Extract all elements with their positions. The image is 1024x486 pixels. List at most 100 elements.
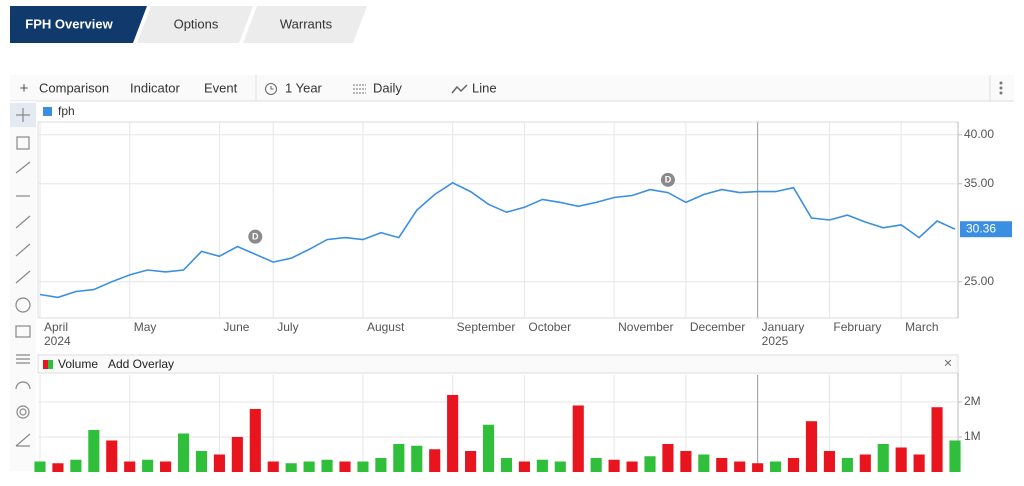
last-price-box bbox=[960, 221, 1012, 238]
volume-icon bbox=[48, 360, 53, 369]
x-year-label: 2025 bbox=[762, 334, 789, 348]
clock-icon bbox=[265, 83, 277, 95]
dividend-marker bbox=[248, 229, 263, 244]
legend-label: fph bbox=[58, 104, 75, 118]
volume-bar bbox=[752, 463, 764, 472]
add-icon[interactable]: + bbox=[20, 80, 29, 97]
x-tick-label: July bbox=[277, 320, 298, 334]
volume-bar bbox=[124, 461, 136, 472]
tab[interactable] bbox=[137, 6, 253, 43]
dividend-label: D bbox=[665, 175, 672, 185]
volume-bar bbox=[195, 450, 208, 472]
volume-bar bbox=[787, 457, 800, 472]
close-button[interactable]: × bbox=[944, 355, 952, 371]
x-tick-label: May bbox=[134, 320, 157, 334]
toolbar-button[interactable]: Event bbox=[204, 80, 238, 95]
range-button[interactable]: 1 Year bbox=[285, 80, 323, 95]
volume-bar bbox=[303, 461, 315, 472]
tab[interactable] bbox=[243, 6, 367, 43]
last-price-label: 30.36 bbox=[966, 221, 996, 235]
volume-bar bbox=[590, 457, 602, 472]
toolbar-button[interactable]: Comparison bbox=[39, 80, 109, 95]
dividend-marker bbox=[660, 172, 675, 187]
x-tick-label: September bbox=[457, 320, 516, 334]
interval-icon bbox=[353, 84, 366, 94]
volume-bar bbox=[680, 450, 692, 472]
tab-active[interactable] bbox=[10, 6, 147, 43]
volume-bar bbox=[823, 450, 835, 472]
volume-bar bbox=[572, 405, 584, 472]
x-tick-label: June bbox=[223, 320, 249, 334]
x-tick-label: January bbox=[762, 320, 805, 334]
volume-bar bbox=[877, 443, 889, 472]
x-tick-label: February bbox=[833, 320, 881, 334]
volume-bar bbox=[375, 457, 387, 472]
interval-button[interactable]: Daily bbox=[373, 80, 402, 95]
price-plot-frame bbox=[37, 121, 959, 319]
price-line bbox=[39, 181, 956, 299]
volume-bar bbox=[447, 394, 459, 472]
style-button[interactable]: Line bbox=[472, 80, 497, 95]
volume-bar bbox=[841, 457, 853, 472]
volume-bar bbox=[805, 421, 818, 472]
volume-bar bbox=[52, 463, 64, 472]
volume-bar bbox=[644, 456, 656, 472]
volume-bar bbox=[411, 445, 423, 472]
volume-bar bbox=[608, 459, 620, 472]
x-year-label: 2024 bbox=[44, 334, 71, 348]
volume-bar bbox=[536, 459, 548, 472]
y-tick-label: 2M bbox=[964, 394, 981, 408]
volume-bar bbox=[177, 433, 190, 472]
x-tick-label: August bbox=[367, 320, 405, 334]
tool-icons[interactable] bbox=[15, 108, 31, 447]
volume-bar bbox=[482, 424, 495, 472]
volume-bar bbox=[500, 457, 513, 472]
tab-label[interactable]: FPH Overview bbox=[25, 16, 113, 31]
volume-bar bbox=[662, 443, 674, 472]
volume-bar bbox=[698, 454, 710, 472]
volume-bar bbox=[518, 461, 530, 472]
volume-bar bbox=[34, 461, 46, 472]
x-tick-label: March bbox=[905, 320, 938, 334]
volume-bar bbox=[895, 447, 907, 472]
dividend-label: D bbox=[252, 232, 259, 242]
toolbar-button[interactable]: Indicator bbox=[130, 80, 181, 95]
volume-bar bbox=[88, 429, 100, 472]
clock-hand bbox=[270, 86, 274, 90]
line-icon bbox=[451, 84, 468, 94]
volume-bar bbox=[106, 440, 118, 472]
x-tick-label: April bbox=[44, 320, 68, 334]
volume-bar bbox=[949, 440, 961, 472]
volume-bar bbox=[770, 461, 782, 472]
volume-bar bbox=[231, 436, 243, 472]
volume-bar bbox=[859, 454, 871, 472]
volume-bar bbox=[734, 461, 746, 472]
volume-bar bbox=[339, 461, 351, 472]
volume-bar bbox=[213, 454, 225, 472]
volume-bar bbox=[465, 450, 477, 472]
legend-label: Volume bbox=[58, 357, 98, 371]
x-tick-label: November bbox=[618, 320, 673, 334]
y-tick-label: 40.00 bbox=[964, 127, 994, 141]
add-overlay[interactable]: Add Overlay bbox=[108, 357, 174, 371]
volume-bar bbox=[70, 459, 82, 472]
legend-swatch bbox=[43, 107, 52, 116]
volume-bar bbox=[554, 461, 566, 472]
y-tick-label: 1M bbox=[964, 429, 981, 443]
volume-bar bbox=[321, 459, 333, 472]
volume-icon bbox=[43, 360, 48, 369]
volume-bar bbox=[357, 461, 369, 472]
x-tick-label: December bbox=[690, 320, 745, 334]
volume-bar bbox=[160, 461, 172, 472]
volume-bar bbox=[913, 454, 925, 472]
volume-bar bbox=[393, 443, 405, 472]
tab-label[interactable]: Warrants bbox=[280, 16, 333, 31]
y-tick-label: 35.00 bbox=[964, 176, 994, 190]
menu-icon[interactable] bbox=[999, 81, 1003, 95]
volume-bar bbox=[626, 461, 638, 472]
volume-bar bbox=[249, 408, 261, 472]
x-tick-label: October bbox=[528, 320, 571, 334]
y-tick-label: 25.00 bbox=[964, 274, 994, 288]
tab-label[interactable]: Options bbox=[174, 16, 219, 31]
